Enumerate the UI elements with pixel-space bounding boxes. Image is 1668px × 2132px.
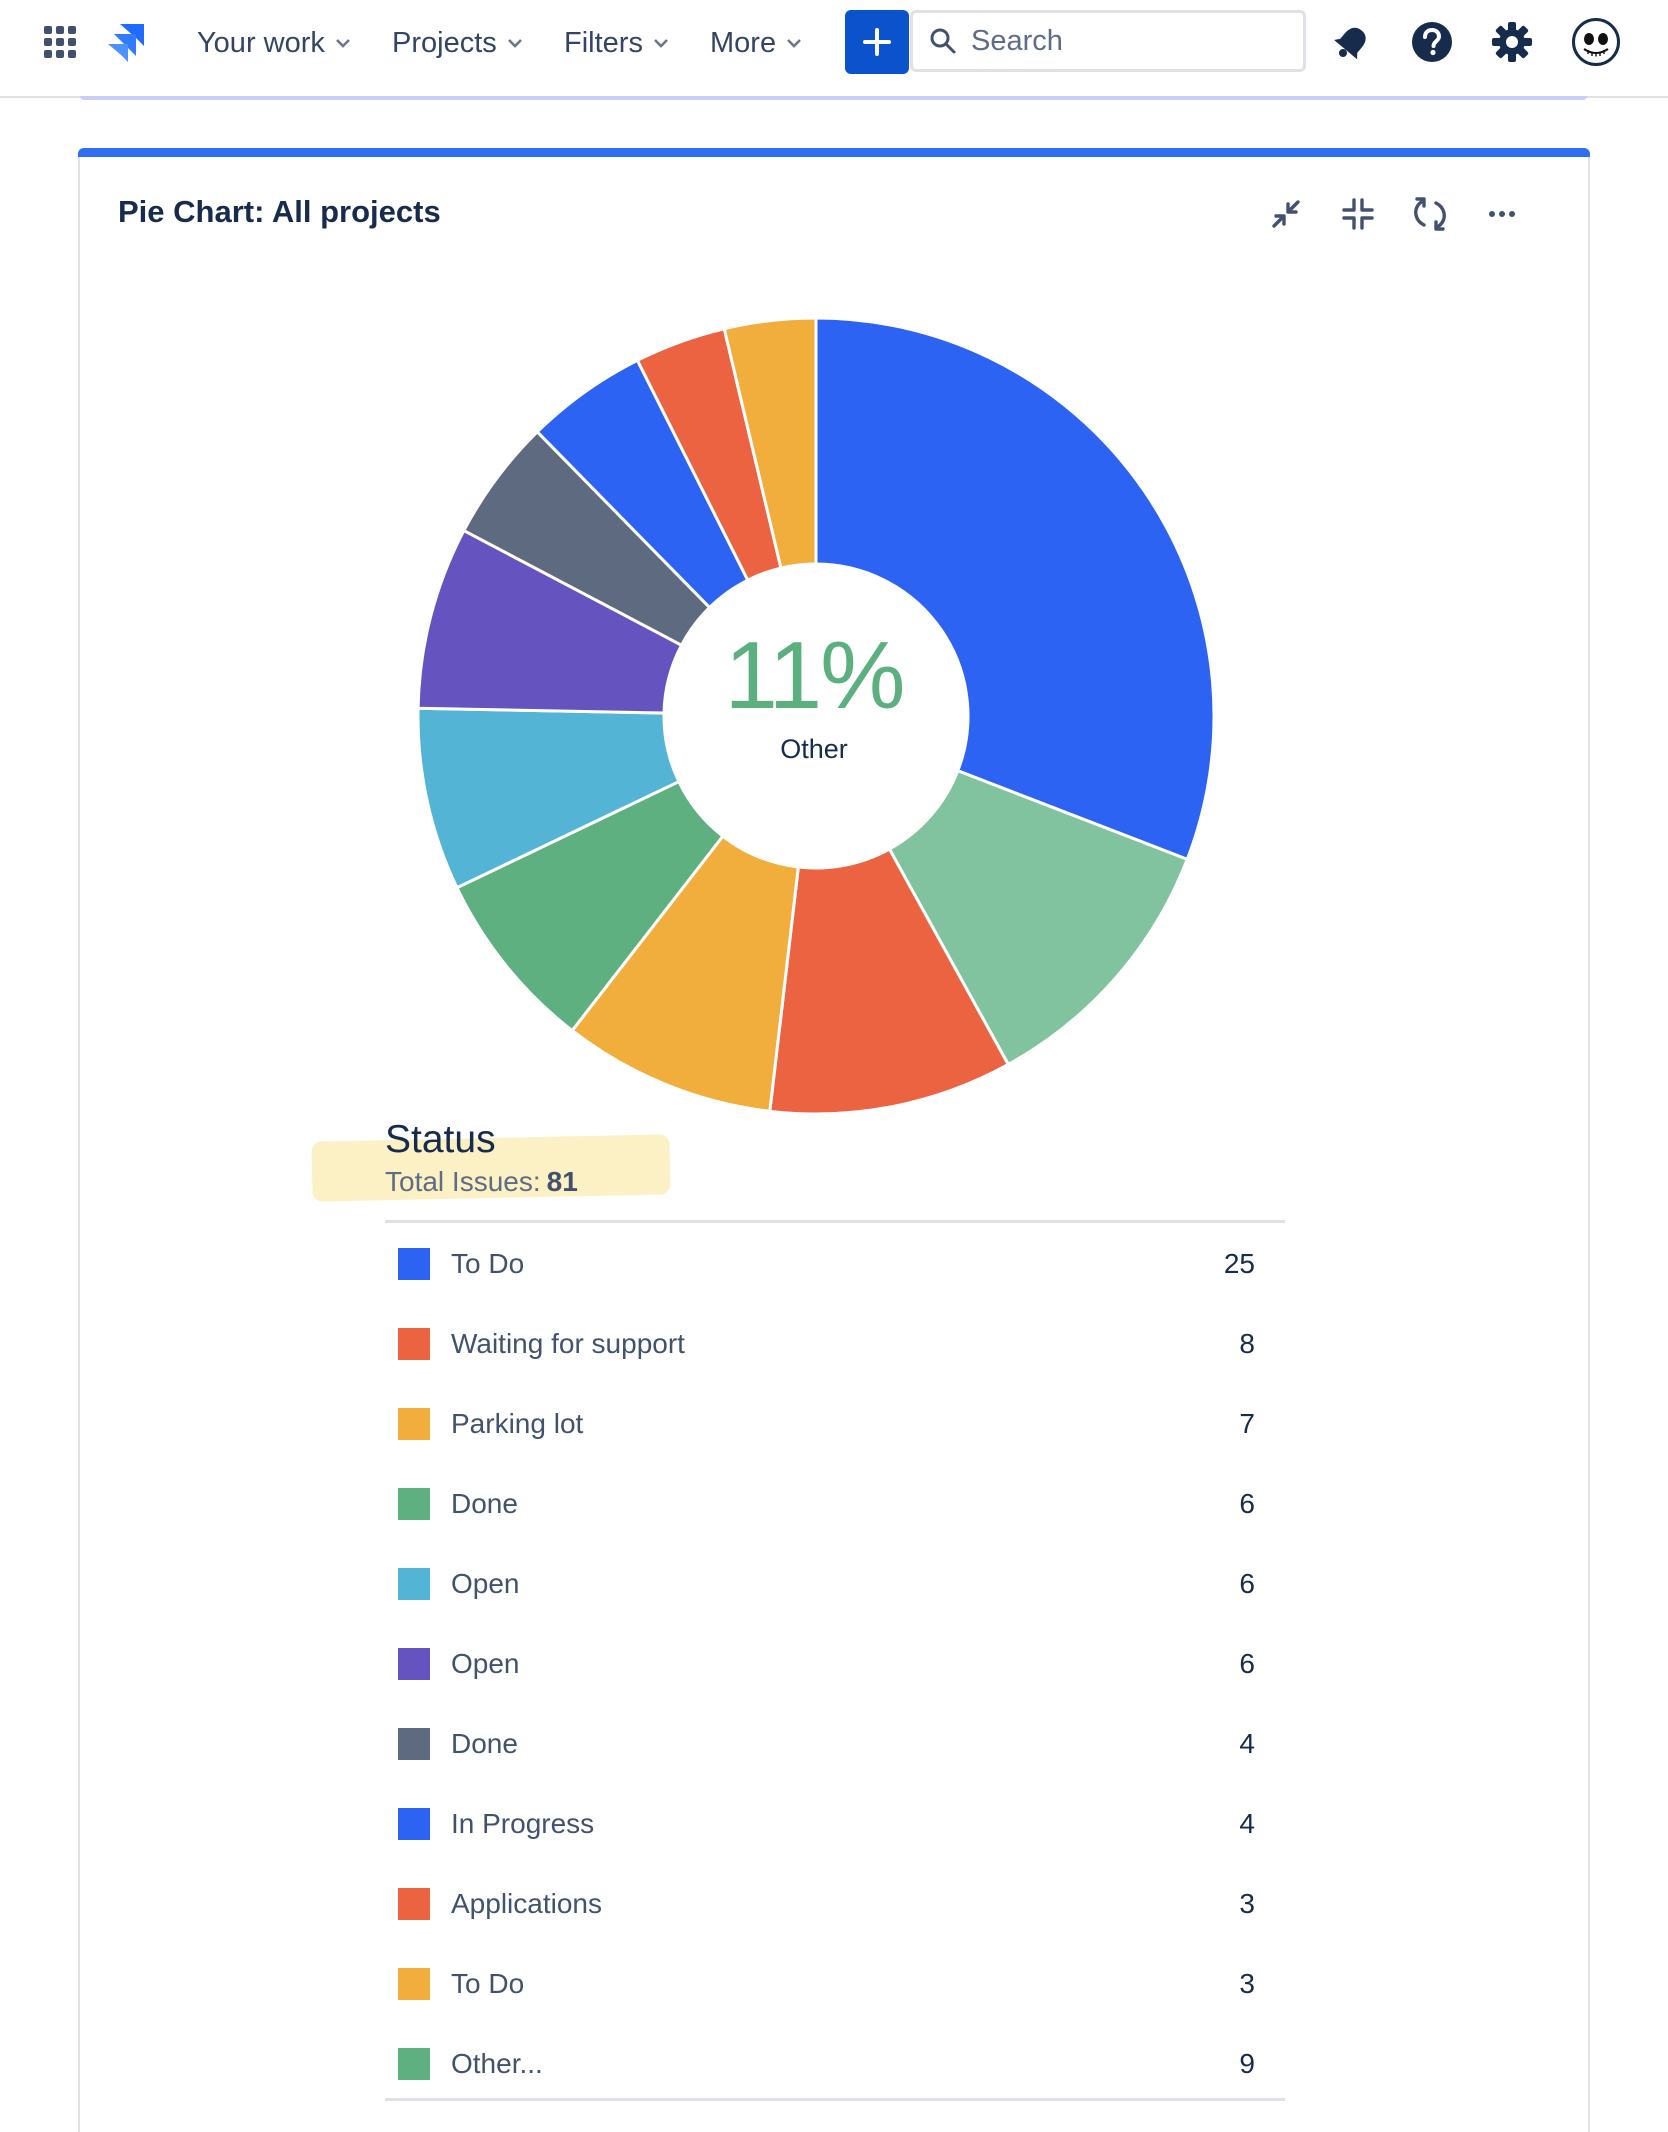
header-accent-line [80,96,1587,100]
legend-bottom-divider [385,2098,1285,2101]
legend-swatch [398,1248,430,1280]
legend-swatch [398,1408,430,1440]
chevron-down-icon [335,39,350,48]
legend-total: Total Issues: 81 [385,1166,578,1198]
chart-center-label: Other [780,734,848,764]
gadget-title: Pie Chart: All projects [118,194,441,229]
avatar[interactable] [1572,18,1620,66]
pie-slice[interactable] [722,316,818,570]
chart-center-percent: 11% [724,622,905,729]
nav-filters[interactable]: Filters [564,20,669,66]
settings-icon[interactable] [1488,18,1536,66]
nav-your-work[interactable]: Your work [197,20,351,66]
create-button[interactable] [845,10,909,74]
legend-swatch [398,1968,430,2000]
chevron-down-icon [507,39,522,48]
legend-item[interactable]: To Do 25 [385,1224,1285,1304]
legend-swatch [398,1568,430,1600]
legend-item-label: Parking lot [451,1408,584,1439]
legend-item[interactable]: Open 6 [385,1624,1285,1704]
help-icon[interactable] [1408,18,1456,66]
legend-item-label: Waiting for support [451,1328,685,1359]
legend-item[interactable]: In Progress 4 [385,1784,1285,1864]
legend-item[interactable]: To Do 3 [385,1944,1285,2024]
pie-slice[interactable] [454,779,725,1033]
legend-item-count: 6 [1239,1568,1255,1599]
legend-item-count: 4 [1239,1728,1255,1759]
legend-swatch [398,1648,430,1680]
nav-more[interactable]: More [710,20,802,66]
legend-item[interactable]: Other... 9 [385,2024,1285,2104]
chevron-down-icon [654,39,668,48]
legend-item-count: 7 [1239,1408,1255,1439]
legend-item[interactable]: Open 6 [385,1544,1285,1624]
legend-swatch [398,1808,430,1840]
legend-swatch [398,1888,430,1920]
legend-item-label: Done [451,1728,518,1759]
pie-slice[interactable] [768,847,1011,1116]
plus-icon [863,28,891,56]
legend-swatch [398,1728,430,1760]
legend-item[interactable]: Done 6 [385,1464,1285,1544]
refresh-icon[interactable] [1406,190,1454,238]
legend-item-label: In Progress [451,1808,595,1839]
legend-item-count: 4 [1239,1808,1255,1839]
pie-slice[interactable] [416,528,684,715]
jira-logo-icon[interactable] [106,22,148,62]
minimize-icon[interactable] [1262,190,1310,238]
legend-swatch [398,2048,430,2080]
pie-slice[interactable] [887,768,1190,1067]
nav-your-work-label: Your work [197,26,325,59]
legend-item-label: Open [451,1648,520,1679]
search-field[interactable] [910,10,1306,72]
search-input[interactable] [971,24,1271,58]
legend-top-divider [385,1220,1285,1223]
gadget-accent-strip [78,148,1590,157]
legend-item-count: 3 [1239,1888,1255,1919]
legend-title: Status [385,1118,496,1161]
legend-swatch [398,1328,430,1360]
legend-item-label: Done [451,1488,518,1519]
skull-avatar-icon [1583,33,1609,57]
legend-item-label: Applications [451,1888,602,1919]
legend-item-label: To Do [451,1248,525,1279]
notifications-icon[interactable] [1328,18,1376,66]
legend-item[interactable]: Done 4 [385,1704,1285,1784]
legend-item[interactable]: Waiting for support 8 [385,1304,1285,1384]
more-icon[interactable] [1478,190,1526,238]
legend-list: To Do 25 Waiting for support 8 Parking lot 7 D… [385,1224,1285,2104]
legend-item[interactable]: Parking lot 7 [385,1384,1285,1464]
legend-item-count: 6 [1239,1648,1255,1679]
legend-item-count: 25 [1223,1248,1255,1279]
legend-item[interactable]: Applications 3 [385,1864,1285,1944]
legend-total-value: 81 [546,1166,578,1197]
legend-item-count: 8 [1239,1328,1255,1359]
top-navigation: Your work Projects Filters More [0,0,1668,100]
search-icon [930,28,956,54]
nav-filters-label: Filters [564,26,643,59]
nav-more-label: More [710,26,777,59]
chevron-down-icon [787,39,801,48]
legend-item-label: Open [451,1568,520,1599]
legend-item-count: 6 [1239,1488,1255,1519]
pie-slice[interactable] [814,316,1216,862]
legend-item-label: To Do [451,1968,525,1999]
legend-item-label: Other... [451,2048,543,2079]
legend-item-count: 9 [1239,2048,1255,2079]
collapse-icon[interactable] [1334,190,1382,238]
app-switcher-icon[interactable] [42,24,78,60]
legend-total-label: Total Issues: [385,1166,541,1197]
nav-projects[interactable]: Projects [392,20,523,66]
nav-projects-label: Projects [392,26,497,59]
pie-slice[interactable] [416,706,681,890]
legend-item-count: 3 [1239,1968,1255,1999]
status-pie-chart [416,316,1216,1116]
legend-swatch [398,1488,430,1520]
